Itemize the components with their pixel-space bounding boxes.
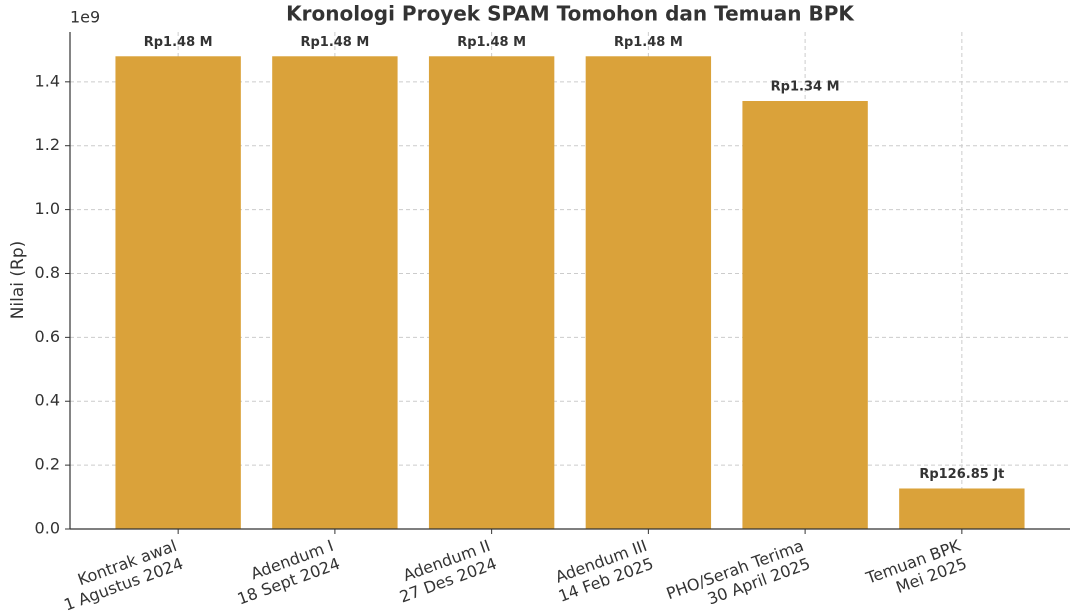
y-tick-label: 0.2 xyxy=(35,455,60,474)
y-tick-label: 0.8 xyxy=(35,263,60,282)
y-tick-label: 0.4 xyxy=(35,391,60,410)
value-label: Rp1.48 M xyxy=(457,35,526,50)
x-tick-label: PHO/Serah Terima30 April 2025 xyxy=(664,536,813,613)
x-tick-label: Adendum III14 Feb 2025 xyxy=(549,536,656,606)
bar xyxy=(585,56,712,530)
bar xyxy=(115,56,241,530)
value-label: Rp1.34 M xyxy=(771,79,840,94)
bar xyxy=(742,100,868,530)
value-label: Rp126.85 Jt xyxy=(919,467,1004,482)
x-tick-label: Adendum II27 Des 2024 xyxy=(391,536,500,607)
bar xyxy=(899,488,1025,529)
y-offset-label: 1e9 xyxy=(70,8,100,27)
chart-title: Kronologi Proyek SPAM Tomohon dan Temuan… xyxy=(286,2,855,26)
bar xyxy=(272,56,398,530)
value-label: Rp1.48 M xyxy=(144,35,213,50)
x-tick-label: Kontrak awal1 Agustus 2024 xyxy=(55,536,186,613)
value-label: Rp1.48 M xyxy=(300,35,369,50)
y-tick-label: 1.0 xyxy=(35,199,60,218)
y-tick-label: 0.0 xyxy=(35,519,60,538)
y-axis-label: Nilai (Rp) xyxy=(8,241,28,320)
bar xyxy=(428,56,555,530)
y-tick-label: 0.6 xyxy=(35,327,60,346)
x-tick-label: Adendum I18 Sept 2024 xyxy=(228,536,342,609)
y-tick-label: 1.2 xyxy=(35,135,60,154)
value-label: Rp1.48 M xyxy=(614,35,683,50)
x-tick-label: Temuan BPKMei 2025 xyxy=(863,536,970,606)
y-tick-label: 1.4 xyxy=(35,71,60,90)
